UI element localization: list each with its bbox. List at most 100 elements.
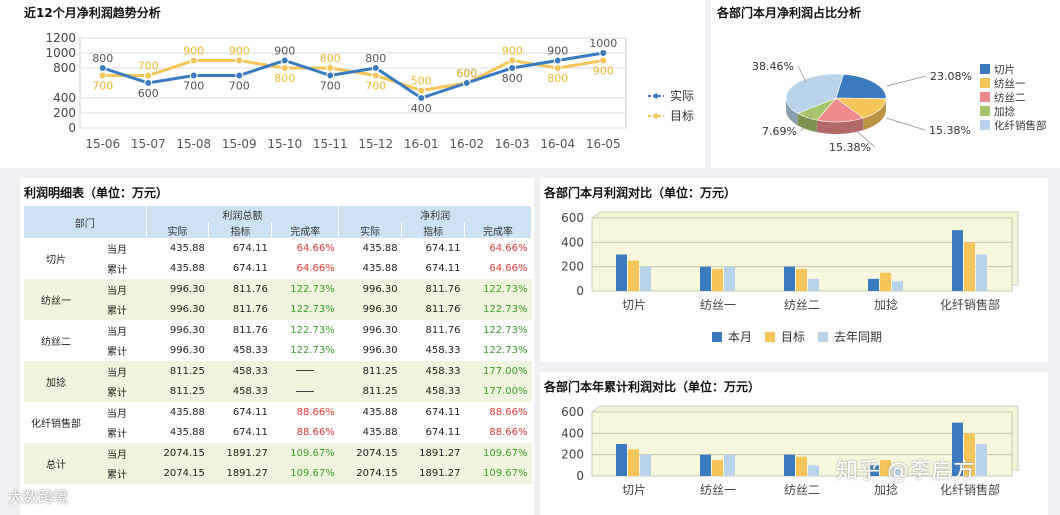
x-tick-label: 加捻 [874,483,898,497]
legend-label: 去年同期 [834,330,882,344]
value-cell: 674.11 [208,238,272,259]
dept-cell: 纺丝一 [24,279,88,320]
header-target: 指标 [401,222,466,238]
legend-marker [653,113,659,119]
x-tick-label: 纺丝二 [784,298,820,312]
data-point [189,56,198,65]
y-tick-label: 0 [68,121,76,135]
profit-detail-table: 部门 利润总额 净利润 实际 指标 完成率 实际 指标 完成率 切片 当月 435.… [24,206,532,484]
pie-leader-line [800,115,812,132]
data-label: 800 [547,72,568,85]
table-row: 累计 435.88 674.11 64.66% 435.88 674.11 64.66% [24,258,532,279]
header-dept: 部门 [24,206,147,238]
value-cell: 811.76 [208,320,272,341]
rate-cell: 64.66% [271,238,339,259]
pie-leader-line [850,125,876,148]
y-tick-label: 600 [561,211,584,225]
x-tick-label: 纺丝二 [784,483,820,497]
data-point [326,71,335,80]
data-point [371,71,380,80]
dept-cell: 纺丝二 [24,320,88,361]
legend-marker [653,93,659,99]
x-tick-label: 切片 [622,483,646,497]
bar [892,467,903,476]
zhihu-watermark: 知乎 @李启方 [836,459,975,484]
value-cell: 996.30 [146,299,209,320]
data-label: 800 [502,72,523,85]
data-point [371,64,380,72]
value-cell: 811.76 [208,279,272,300]
header-group-total: 利润总额 [146,206,340,222]
value-cell: 996.30 [338,340,402,361]
data-label: 700 [320,80,341,93]
data-label: 800 [320,52,341,65]
value-cell: 2074.15 [338,443,402,464]
bar [808,465,819,476]
bar [628,449,639,476]
data-label: 900 [547,45,568,58]
rate-cell: 177.00% [464,381,532,402]
dept-cell: 化纤销售部 [24,402,88,443]
bar [784,266,795,291]
value-cell: 811.76 [401,320,465,341]
bar [880,460,891,476]
pie-data-label: 15.38% [929,124,971,137]
period-cell: 当月 [88,320,146,341]
value-cell: 674.11 [401,238,465,259]
value-cell: 811.25 [338,361,402,382]
legend-swatch [980,106,990,116]
legend-label: 本月 [728,330,752,344]
bar [616,444,627,476]
x-tick-label: 15-12 [358,137,393,151]
empty-dash [296,370,315,372]
data-point [98,71,107,80]
data-label: 700 [365,80,386,93]
data-label: 700 [92,80,113,93]
rate-cell: 88.66% [464,422,532,443]
value-cell: 2074.15 [146,463,209,484]
table-row: 累计 2074.15 1891.27 109.67% 2074.15 1891.27 109… [24,463,532,484]
pie-slice [835,73,887,100]
brand-watermark: 大数跨境 [8,488,69,506]
rate-cell: 122.73% [271,279,339,300]
data-point [553,56,562,65]
data-label: 800 [365,52,386,65]
data-label: 900 [229,45,250,58]
data-label: 600 [138,87,159,100]
bar [724,454,735,476]
table-row: 纺丝一 当月 996.30 811.76 122.73% 996.30 811.76 122.… [24,279,532,320]
value-cell: 811.25 [146,361,209,382]
bar [808,278,819,291]
bar [796,456,807,476]
period-cell: 累计 [88,463,146,484]
bar [976,444,987,476]
data-point [508,64,517,72]
rate-cell: 88.66% [271,422,339,443]
value-cell: 996.30 [146,279,209,300]
x-tick-label: 16-02 [449,137,484,151]
y-tick-label: 1200 [45,31,76,45]
period-cell: 当月 [88,279,146,300]
rate-cell: 64.66% [271,258,339,279]
legend-swatch [712,332,722,342]
x-tick-label: 15-07 [131,137,166,151]
data-point [280,64,289,72]
x-tick-label: 纺丝一 [700,298,736,312]
value-cell: 674.11 [401,422,465,443]
legend-swatch [980,64,990,74]
period-cell: 当月 [88,402,146,423]
value-cell: 811.76 [401,299,465,320]
legend-label: 目标 [781,330,805,344]
period-cell: 累计 [88,340,146,361]
rate-cell: 122.73% [464,279,532,300]
value-cell: 996.30 [338,279,402,300]
pie-leader-line [885,117,926,131]
rate-cell: 64.66% [464,238,532,259]
bar [868,465,879,476]
value-cell: 458.33 [401,361,465,382]
y-tick-label: 200 [561,260,584,274]
x-tick-label: 15-08 [176,137,211,151]
pie-data-label: 38.46% [752,60,794,73]
bar2-panel: 各部门本年累计利润对比（单位：万元） 0 200 400 600 切片 纺丝一 纺丝二 加捻 化… [540,372,1048,515]
value-cell: 458.33 [208,340,272,361]
